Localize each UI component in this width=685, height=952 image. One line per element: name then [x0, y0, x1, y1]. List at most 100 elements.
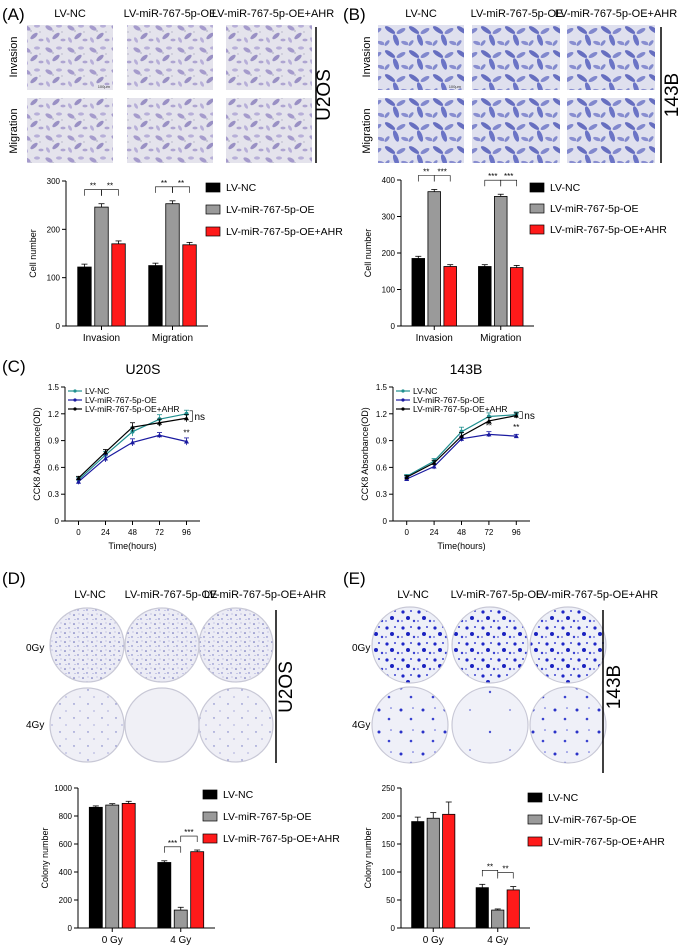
E-legend-label: LV-miR-767-5p-OE [548, 814, 637, 826]
B-sig-label: *** [504, 172, 513, 181]
panel-a-tile-migration-ahr [226, 98, 312, 163]
C1-legend-marker [73, 407, 77, 411]
chart-c-u2os-growth: U20S 0 0.3 0.6 0.9 1.2 1.5 0 24 48 72 96 Time(hours)… [32, 361, 205, 551]
panel-e-col-1: LV-NC [397, 589, 429, 601]
E-sig-bracket [497, 872, 514, 879]
C2-annotation-ns: ns [524, 411, 535, 422]
panel-d: (D) LV-NC LV-miR-767-5p-OE LV-miR-767-5p… [2, 569, 326, 763]
panel-b-row-1: Invasion [361, 37, 373, 78]
B-sig-label: *** [438, 167, 447, 176]
C2-x-tick-label: 96 [512, 528, 521, 537]
B-bar-lv-mir-767-5p-oe [427, 191, 441, 327]
C2-ns-bracket [519, 411, 523, 419]
E-y-tick-label: 150 [382, 840, 396, 849]
panel-e-plate-4gy-ahr [529, 686, 607, 764]
panel-e-plate-0gy-nc [371, 606, 449, 684]
panel-b-tile-invasion-nc [378, 25, 464, 90]
D-y-tick-label: 400 [59, 868, 73, 877]
C2-x-tick-label: 0 [404, 528, 409, 537]
C1-x-tick-label: 0 [76, 528, 81, 537]
B-legend-swatch [529, 224, 545, 235]
C2-legend-label: LV-miR-767-5p-OE [413, 395, 485, 405]
A-legend-label: LV-NC [226, 182, 257, 194]
E-bar-lv-mir-767-5p-oe [491, 909, 505, 929]
A-sig-label: ** [90, 182, 96, 191]
panel-b-scale-bar: 100μm [449, 84, 462, 89]
A-bar-lv-nc [148, 265, 163, 327]
D-y-tick-label: 200 [59, 896, 73, 905]
panel-e-cell-line: 143B [604, 665, 625, 709]
C2-annotation: ** [513, 423, 519, 432]
C1-legend-marker [73, 398, 77, 402]
panel-b-letter: (B) [343, 5, 366, 24]
C2-point-lv-mir-767-5p-oe [513, 433, 519, 439]
D-x-tick-label: 4 Gy [170, 935, 191, 946]
E-bar-lv-mir-767-5p-oe-ahr [506, 889, 520, 929]
E-legend-swatch [527, 814, 543, 825]
panel-b-tile-migration-nc [378, 98, 464, 163]
E-y-tick-label: 250 [382, 784, 396, 793]
C1-point-lv-mir-767-5p-oe [184, 438, 189, 444]
chart-c-143b-growth: 143B 0 0.3 0.6 0.9 1.2 1.5 0 24 48 72 96 Time(hours)… [360, 361, 535, 551]
E-y-tick-label: 200 [382, 812, 396, 821]
C2-x-label: Time(hours) [437, 541, 485, 551]
chart-d-colony: 0 200 400 600 800 1000 Colony number 0 Gy 4 Gy **… [40, 784, 340, 946]
A-y-tick-label: 0 [56, 322, 61, 331]
C1-y-tick-label: 0.6 [48, 463, 60, 472]
B-sig-label: *** [488, 172, 497, 181]
C1-point-lv-mir-767-5p-oe-ahr [130, 424, 135, 430]
C2-legend-label: LV-NC [413, 386, 437, 396]
E-sig-label: ** [502, 865, 508, 874]
panel-b-tile-migration-ahr [567, 98, 655, 163]
panel-b-tile-invasion-ahr [567, 25, 655, 90]
B-bar-lv-mir-767-5p-oe [494, 196, 508, 327]
E-y-tick-label: 100 [382, 868, 396, 877]
A-sig-label: ** [107, 182, 113, 191]
C1-point-lv-mir-767-5p-oe-ahr [76, 475, 81, 481]
C1-title: U20S [125, 361, 160, 377]
panel-d-col-2: LV-miR-767-5p-OE [125, 589, 218, 601]
panel-d-col-3: LV-miR-767-5p-OE+AHR [204, 589, 326, 601]
chart-b-invasion-migration: 0 100 200 300 400 Cell number Invasion Migratio… [363, 167, 667, 344]
panel-e-plate-0gy-ahr [529, 606, 607, 684]
B-legend-swatch [529, 182, 545, 193]
panel-c-letter: (C) [2, 357, 26, 376]
panel-e-col-2: LV-miR-767-5p-OE [451, 589, 544, 601]
C2-line-lv-nc [406, 414, 517, 477]
panel-a-tile-invasion-oe [127, 25, 213, 90]
E-legend-label: LV-NC [548, 792, 579, 804]
D-legend-label: LV-NC [223, 789, 254, 801]
D-bar-lv-mir-767-5p-oe [105, 804, 120, 929]
D-legend-label: LV-miR-767-5p-OE [223, 811, 312, 823]
B-y-tick-label: 100 [382, 286, 396, 295]
C1-x-label: Time(hours) [108, 541, 156, 551]
panel-b-cell-line: 143B [662, 73, 683, 117]
B-x-tick-label: Migration [480, 333, 521, 344]
A-sig-bracket [172, 186, 190, 193]
A-bar-lv-mir-767-5p-oe-ahr [182, 244, 197, 327]
D-y-tick-label: 1000 [54, 784, 72, 793]
A-legend-swatch [205, 182, 221, 193]
B-y-tick-label: 400 [382, 176, 396, 185]
panel-e-letter: (E) [343, 569, 366, 588]
panel-e-col-3: LV-miR-767-5p-OE+AHR [536, 589, 658, 601]
C2-point-lv-mir-767-5p-oe-ahr [459, 433, 464, 439]
A-y-tick-label: 200 [47, 225, 61, 234]
C1-point-lv-mir-767-5p-oe-ahr [184, 415, 189, 421]
panel-e-plate-4gy-oe [451, 686, 529, 764]
C1-y-tick-label: 0.9 [48, 437, 60, 446]
A-sig-label: ** [178, 179, 184, 188]
B-sig-label: ** [423, 167, 429, 176]
panel-d-plate-0gy-nc [49, 607, 125, 683]
E-bar-lv-mir-767-5p-oe-ahr [442, 813, 456, 929]
C1-annotation-ns: ns [195, 412, 206, 423]
D-legend-label: LV-miR-767-5p-OE+AHR [223, 833, 340, 845]
C1-ns-bracket [189, 410, 193, 422]
D-y-label: Colony number [40, 827, 50, 888]
C1-point-lv-mir-767-5p-oe [76, 479, 81, 484]
B-y-tick-label: 200 [382, 249, 396, 258]
D-bar-lv-mir-767-5p-oe-ahr [121, 803, 136, 929]
chart-e-colony: 0 50 100 150 200 250 Colony number 0 Gy 4 Gy ** **… [363, 784, 665, 946]
C2-y-tick-label: 0.9 [376, 437, 388, 446]
